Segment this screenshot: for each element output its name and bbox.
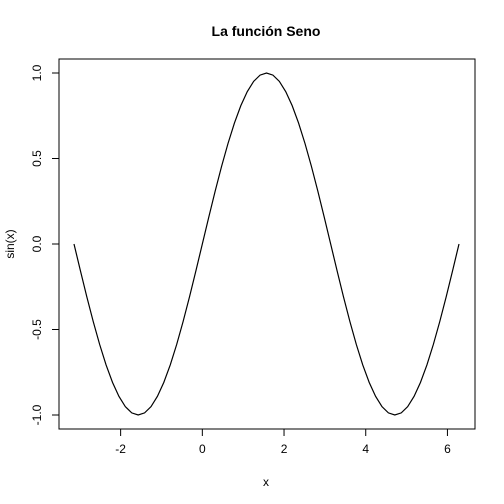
- plot-area: [58, 58, 476, 430]
- y-tick-label: -1.0: [30, 404, 44, 425]
- y-tick-label: 1.0: [30, 64, 44, 81]
- y-axis-label: sin(x): [3, 229, 17, 258]
- x-tick-label: 0: [199, 442, 206, 456]
- sine-curve: [73, 72, 460, 416]
- y-tick-label: 0.5: [30, 150, 44, 167]
- x-axis-label: x: [263, 475, 269, 489]
- x-tick-label: 4: [362, 442, 369, 456]
- x-tick-label: 6: [444, 442, 451, 456]
- x-tick-label: 2: [281, 442, 288, 456]
- x-axis: -2 0 2 4 6: [115, 428, 451, 456]
- y-tick-label: 0.0: [30, 235, 44, 252]
- y-axis: -1.0 -0.5 0.0 0.5 1.0: [30, 64, 60, 425]
- chart-title: La función Seno: [212, 23, 321, 39]
- x-tick-label: -2: [115, 442, 126, 456]
- y-tick-label: -0.5: [30, 319, 44, 340]
